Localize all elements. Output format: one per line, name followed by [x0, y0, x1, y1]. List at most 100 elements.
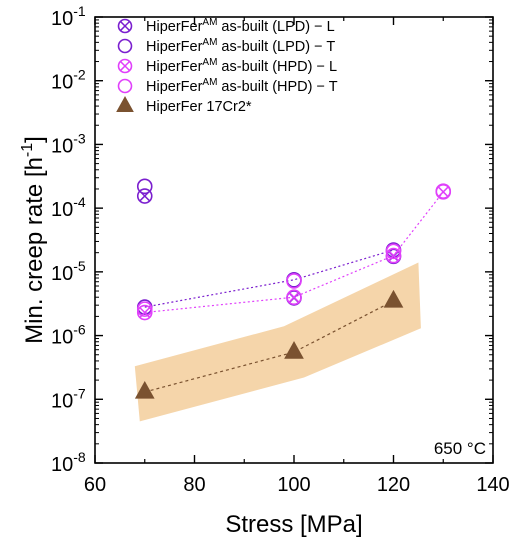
data-point-s3-3: [385, 247, 402, 264]
legend-label-main: HiperFer: [146, 39, 203, 55]
y-tick-label-3: 10-6: [51, 322, 86, 349]
legend-label-3: HiperFerAM as-built (HPD) − L: [146, 57, 337, 75]
data-point-s4-4: [435, 183, 452, 199]
data-point-s3-3-cross-b: [387, 250, 400, 262]
y-tick-base: 10: [51, 135, 73, 157]
scatter-band: [134, 262, 421, 422]
y-axis-title: Min. creep rate [h-1]: [19, 136, 48, 344]
scatter-band-layer: [134, 262, 421, 422]
x-axis-title: Stress [MPa]: [225, 511, 362, 538]
legend-label-sup: AM: [202, 57, 217, 68]
legend-label-main: HiperFer: [146, 59, 203, 75]
y-tick-label-6: 10-3: [51, 130, 86, 157]
data-point-s3-2: [286, 289, 302, 306]
legend-label-1: HiperFerAM as-built (LPD) − L: [146, 17, 335, 35]
y-tick-base: 10: [51, 390, 73, 412]
legend-label-rest: as-built (LPD) − L: [217, 19, 334, 35]
data-point-s4-4-shape: [435, 183, 452, 199]
legend-label-sup: AM: [202, 37, 217, 48]
y-tick-exp: -8: [73, 449, 86, 465]
y-tick-base: 10: [51, 8, 73, 30]
markers-layer: [134, 178, 452, 399]
legend-label-4: HiperFerAM as-built (HPD) − T: [146, 77, 338, 95]
y-axis-title-close: ]: [21, 136, 48, 143]
legend-label-main: HiperFer: [146, 79, 203, 95]
data-point-s3-4-cross-b: [437, 186, 449, 198]
data-point-s5-3-shape: [383, 289, 404, 308]
ticks-layer: [94, 16, 494, 464]
y-tick-base: 10: [51, 454, 73, 476]
series-line-5: [144, 300, 394, 393]
legend-label-main: HiperFer: [146, 19, 203, 35]
y-tick-label-2: 10-7: [51, 385, 86, 412]
legend: HiperFerAM as-built (LPD) − LHiperFerAM …: [116, 17, 338, 115]
legend-label-rest: as-built (HPD) − L: [217, 59, 337, 75]
legend-label-sup: AM: [202, 77, 217, 88]
legend-label-2: HiperFerAM as-built (LPD) − T: [146, 37, 335, 55]
temperature-annotation: 650 °C: [434, 439, 486, 458]
data-point-s5-1: [134, 380, 155, 399]
y-tick-label-1: 10-8: [51, 449, 86, 476]
legend-label-rest: as-built (LPD) − T: [217, 39, 335, 55]
data-point-s4-3: [385, 243, 402, 260]
data-point-s4-3-shape: [385, 243, 402, 260]
series-lines-layer: [144, 191, 444, 393]
legend-marker-3: [117, 58, 133, 74]
data-point-s4-1-shape: [136, 301, 153, 317]
data-point-s5-2-shape: [284, 341, 304, 359]
data-point-s4-1: [136, 301, 153, 317]
y-tick-exp: -5: [73, 258, 86, 274]
legend-label-rest: as-built (HPD) − T: [217, 79, 337, 95]
y-axis-title-sup: -1: [19, 143, 36, 157]
series-line-3: [144, 191, 444, 314]
y-tick-base: 10: [51, 72, 73, 94]
x-tick-label-2: 80: [183, 474, 205, 496]
y-tick-exp: -1: [73, 3, 86, 19]
series-line-2: [144, 249, 394, 308]
data-point-s4-2: [286, 273, 302, 289]
legend-marker-2-shape: [117, 38, 133, 54]
legend-marker-3-cross-b: [119, 60, 131, 72]
data-point-s5-2: [284, 341, 304, 359]
y-tick-exp: -3: [73, 130, 86, 146]
legend-label-main: HiperFer 17Cr2*: [146, 99, 252, 115]
legend-marker-1-shape: [117, 18, 133, 34]
y-tick-base: 10: [51, 199, 73, 221]
y-tick-exp: -6: [73, 322, 86, 338]
x-tick-label-4: 120: [377, 474, 410, 496]
data-point-s2-1: [136, 178, 153, 195]
y-tick-label-7: 10-2: [51, 67, 86, 94]
legend-marker-1-cross-b: [119, 20, 131, 32]
x-tick-label-5: 140: [476, 474, 509, 496]
y-tick-label-8: 10-1: [51, 3, 86, 30]
legend-label-sup: AM: [202, 17, 217, 28]
legend-marker-1: [117, 18, 133, 34]
y-tick-exp: -7: [73, 385, 86, 401]
legend-marker-3-shape: [117, 58, 133, 74]
data-point-s1-1-shape: [136, 188, 153, 204]
legend-label-5: HiperFer 17Cr2*: [146, 99, 252, 115]
y-tick-exp: -4: [73, 194, 86, 210]
data-point-s3-2-shape: [286, 289, 302, 306]
data-point-s5-3: [383, 289, 404, 308]
y-axis-title-main: Min. creep rate [h: [21, 157, 48, 344]
data-point-s5-1-shape: [134, 380, 155, 399]
legend-marker-4: [117, 78, 133, 94]
tick-labels-layer: 60 80 100 120 14010-810-710-610-510-410-310-…: [51, 3, 510, 496]
legend-marker-4-shape: [117, 78, 133, 94]
x-tick-label-3: 100: [277, 474, 310, 496]
y-tick-label-4: 10-5: [51, 258, 86, 285]
data-point-s2-1-shape: [136, 178, 153, 195]
y-tick-base: 10: [51, 327, 73, 349]
y-tick-label-5: 10-4: [51, 194, 86, 221]
legend-marker-5-shape: [116, 96, 134, 112]
data-point-s3-3-shape: [385, 247, 402, 264]
y-tick-base: 10: [51, 263, 73, 285]
x-tick-label-1: 60: [84, 474, 106, 496]
legend-marker-5: [116, 96, 134, 112]
data-point-s4-2-shape: [286, 273, 302, 289]
legend-marker-2: [117, 38, 133, 54]
data-point-s3-2-cross-b: [288, 291, 300, 303]
y-tick-exp: -2: [73, 67, 86, 83]
